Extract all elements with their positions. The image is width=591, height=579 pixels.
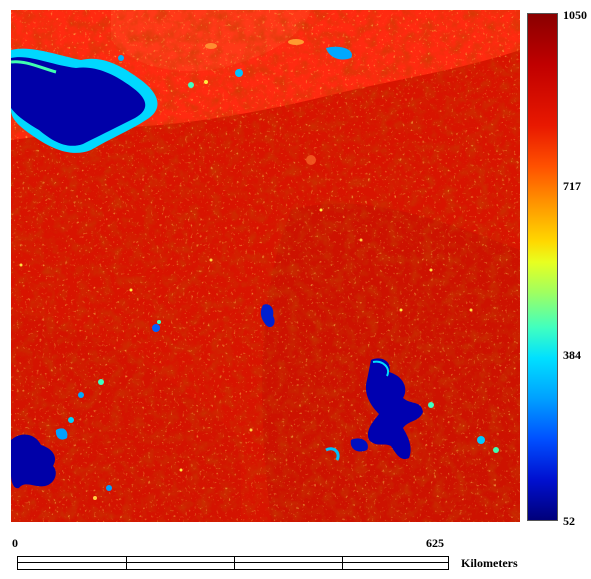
scale-end-label: 625 <box>426 536 444 550</box>
lake-core <box>11 57 146 146</box>
southwest-water <box>11 434 56 489</box>
colorbar-tick-label: 717 <box>563 179 581 193</box>
scale-unit-label: Kilometers <box>461 556 518 570</box>
colorbar-tick-label: 384 <box>563 348 581 362</box>
colorbar-max-label: 1050 <box>563 8 587 22</box>
scale-bar <box>17 556 449 570</box>
raster-map <box>11 10 520 522</box>
scale-start-label: 0 <box>12 536 18 550</box>
colorbar <box>527 13 558 521</box>
southeast-water <box>365 358 423 460</box>
colorbar-min-label: 52 <box>563 514 575 528</box>
